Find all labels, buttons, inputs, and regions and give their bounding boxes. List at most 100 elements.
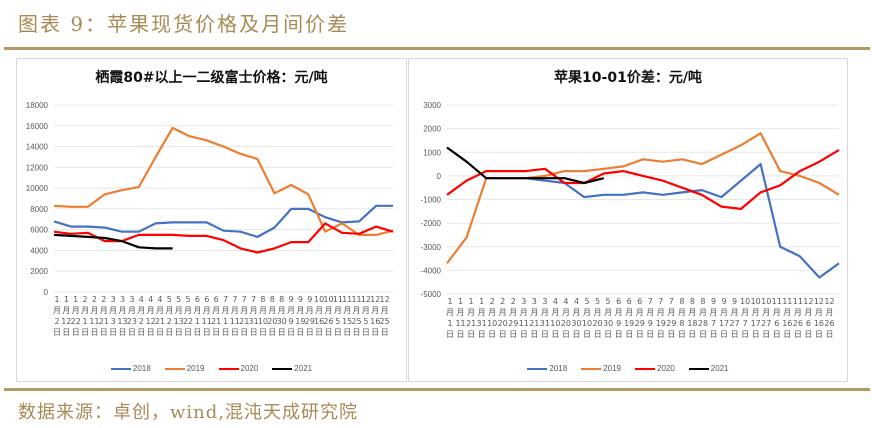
x-tick-label: 21 — [466, 319, 476, 328]
x-tick-label: 11 — [89, 317, 99, 326]
x-tick-label: 1 — [64, 295, 69, 304]
x-tick-label: 日 — [324, 328, 332, 337]
y-tick-label: -5000 — [421, 290, 442, 299]
spot-price-chart: 栖霞80#以上一二级富士价格：元/吨 0 2000 4000 6000 8000 1000… — [16, 58, 407, 382]
x-tick-label: 26 — [824, 319, 834, 328]
x-tick-label: 月 — [731, 308, 739, 317]
x-tick-label: 日 — [184, 328, 192, 337]
x-tick-label: 21 — [529, 319, 539, 328]
x-tick-label: 10 — [582, 319, 592, 328]
x-tick-label: 3 — [129, 295, 134, 304]
x-tick-label: 月 — [306, 306, 314, 315]
x-tick-label: 3 — [532, 297, 537, 306]
x-tick-label: 6 — [806, 319, 811, 328]
x-tick-label: 6 — [204, 295, 209, 304]
x-tick-label: 月 — [467, 308, 475, 317]
x-tick-label: 12 — [803, 297, 813, 306]
x-tick-label: 7 — [669, 297, 674, 306]
x-tick-label: 日 — [259, 328, 267, 337]
x-tick-label: 日 — [583, 330, 591, 339]
legend-swatch — [164, 367, 185, 370]
y-tick-label: 0 — [437, 172, 442, 181]
x-tick-label: 10 — [487, 319, 497, 328]
x-tick-label: 月 — [175, 306, 183, 315]
x-tick-label: 7 — [242, 295, 247, 304]
x-tick-label: 日 — [250, 328, 258, 337]
spread-chart: 苹果10-01价差：元/吨 -5000 -4000 -3000 -2000 -1000 0… — [408, 58, 848, 382]
x-tick-label: 11 — [519, 319, 529, 328]
x-tick-label: 9 — [288, 295, 293, 304]
x-tick-label: 10 — [550, 319, 560, 328]
x-tick-label: 7 — [223, 295, 228, 304]
x-tick-label: 5 — [167, 295, 172, 304]
x-tick-label: 月 — [296, 306, 304, 315]
x-tick-label: 月 — [334, 306, 342, 315]
x-tick-label: 日 — [156, 328, 164, 337]
x-tick-label: 7 — [658, 297, 663, 306]
x-tick-label: 4 — [553, 297, 558, 306]
x-tick-label: 月 — [222, 306, 230, 315]
x-tick-label: 10 — [751, 297, 761, 306]
x-tick-label: 9 — [722, 297, 727, 306]
x-tick-label: 5 — [186, 295, 191, 304]
x-tick-label: 月 — [457, 308, 465, 317]
x-tick-label: 11 — [782, 297, 792, 306]
chart-title: 苹果10-01价差：元/吨 — [554, 70, 702, 86]
x-tick-label: 月 — [520, 308, 528, 317]
x-tick-label: 日 — [783, 330, 791, 339]
x-tick-label: 日 — [315, 328, 323, 337]
x-tick-label: 10 — [258, 317, 268, 326]
x-tick-label: 月 — [478, 308, 486, 317]
x-tick-label: 2 — [101, 295, 106, 304]
x-tick-label: 月 — [509, 308, 517, 317]
x-tick-label: 日 — [594, 330, 602, 339]
x-tick-label: 月 — [794, 308, 802, 317]
x-tick-label: 日 — [551, 330, 559, 339]
x-tick-label: 月 — [165, 306, 173, 315]
x-tick-label: 日 — [794, 330, 802, 339]
y-tick-label: 14000 — [26, 143, 49, 152]
x-tick-label: 日 — [815, 330, 823, 339]
x-tick-label: 1 — [223, 317, 228, 326]
x-tick-label: 日 — [699, 330, 707, 339]
x-tick-label: 12 — [361, 295, 371, 304]
x-tick-label: 12 — [146, 317, 156, 326]
series-line-2020 — [53, 222, 394, 254]
x-tick-label: 25 — [351, 317, 361, 326]
legend-swatch — [110, 367, 131, 370]
legend-swatch — [688, 367, 709, 370]
bottom-divider — [4, 388, 870, 391]
x-tick-label: 21 — [239, 317, 249, 326]
spread-plot: -5000-4000-3000-2000-100001000200030001月… — [421, 101, 840, 339]
x-tick-label: 1 — [447, 297, 452, 306]
x-tick-label: 日 — [572, 330, 580, 339]
x-tick-label: 1 — [195, 317, 200, 326]
x-tick-label: 4 — [139, 295, 144, 304]
x-tick-label: 月 — [667, 308, 675, 317]
y-tick-label: 16000 — [26, 122, 49, 131]
x-tick-label: 2 — [490, 297, 495, 306]
x-tick-label: 日 — [212, 328, 220, 337]
legend-swatch — [272, 367, 293, 370]
x-tick-label: 20 — [498, 319, 508, 328]
x-tick-label: 日 — [100, 328, 108, 337]
x-tick-label: 日 — [478, 330, 486, 339]
legend-swatch — [581, 367, 602, 370]
x-tick-label: 月 — [825, 308, 833, 317]
x-tick-label: 日 — [720, 330, 728, 339]
x-tick-label: 日 — [731, 330, 739, 339]
x-tick-label: 日 — [81, 328, 89, 337]
x-tick-label: 29 — [508, 319, 518, 328]
x-tick-label: 日 — [175, 328, 183, 337]
x-tick-label: 11 — [333, 295, 343, 304]
x-tick-label: 10 — [323, 295, 333, 304]
x-tick-label: 月 — [128, 306, 136, 315]
legend-item-2018: 2018 — [527, 364, 567, 373]
x-tick-label: 3 — [542, 297, 547, 306]
x-tick-label: 月 — [324, 306, 332, 315]
x-tick-label: 日 — [278, 328, 286, 337]
x-tick-label: 日 — [825, 330, 833, 339]
x-tick-label: 12 — [370, 295, 380, 304]
x-tick-label: 8 — [270, 295, 275, 304]
x-tick-label: 日 — [90, 328, 98, 337]
